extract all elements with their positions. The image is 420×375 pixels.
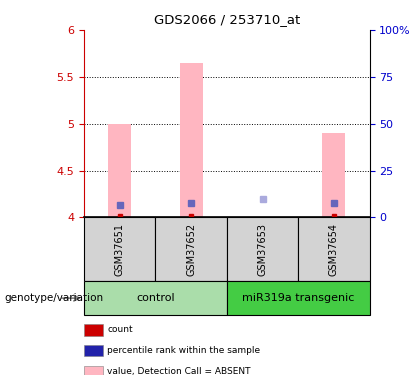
Text: GSM37652: GSM37652: [186, 223, 196, 276]
Bar: [180, 63, 202, 217]
Text: genotype/variation: genotype/variation: [4, 293, 103, 303]
Bar: [298, 217, 370, 281]
Text: miR319a transgenic: miR319a transgenic: [242, 293, 354, 303]
Bar: [155, 217, 227, 281]
Bar: [84, 281, 227, 315]
Text: GSM37654: GSM37654: [329, 223, 339, 276]
Text: count: count: [107, 326, 133, 334]
Text: value, Detection Call = ABSENT: value, Detection Call = ABSENT: [107, 367, 251, 375]
Bar: [323, 133, 345, 218]
Text: GSM37653: GSM37653: [257, 223, 268, 276]
Text: percentile rank within the sample: percentile rank within the sample: [107, 346, 260, 355]
Title: GDS2066 / 253710_at: GDS2066 / 253710_at: [154, 13, 300, 26]
Bar: [227, 217, 298, 281]
Text: GSM37651: GSM37651: [115, 223, 125, 276]
Bar: [227, 281, 370, 315]
Text: control: control: [136, 293, 175, 303]
Bar: [84, 217, 155, 281]
Bar: [108, 124, 131, 218]
